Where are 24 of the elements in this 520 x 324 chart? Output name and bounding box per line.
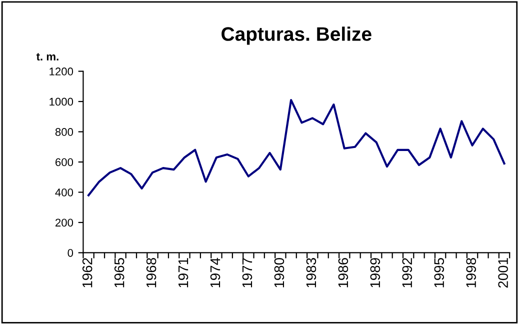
x-tick-label: 1980 [274,258,284,288]
chart-title: Capturas. Belize [222,26,372,45]
y-tick-label: 1200 [50,68,74,76]
x-tick-label: 1971 [178,258,188,288]
line-series [87,98,506,196]
y-tick-label: 0 [68,248,74,257]
y-tick-label: 600 [56,158,74,166]
x-tick-label: 1965 [114,258,124,288]
x-tick-label: 2001 [498,258,508,288]
y-tick-label: 800 [55,128,74,136]
x-tick-label: 1992 [402,258,412,288]
y-tick-label: 1000 [50,98,74,106]
x-tick-label: 1977 [242,258,252,288]
x-tick-label: 1986 [338,258,348,288]
x-tick-label: 1998 [466,258,476,288]
y-tick-label: 200 [56,218,74,227]
y-axis-title: t. m. [36,53,58,60]
x-tick-label: 1974 [210,258,220,288]
y-tick-label: 400 [55,188,74,196]
x-tick-label: 1968 [146,258,156,288]
x-tick-label: 1962 [82,258,92,288]
x-tick-label: 1989 [370,258,380,288]
x-tick-label: 1983 [306,258,316,288]
x-tick-label: 1995 [434,258,444,288]
